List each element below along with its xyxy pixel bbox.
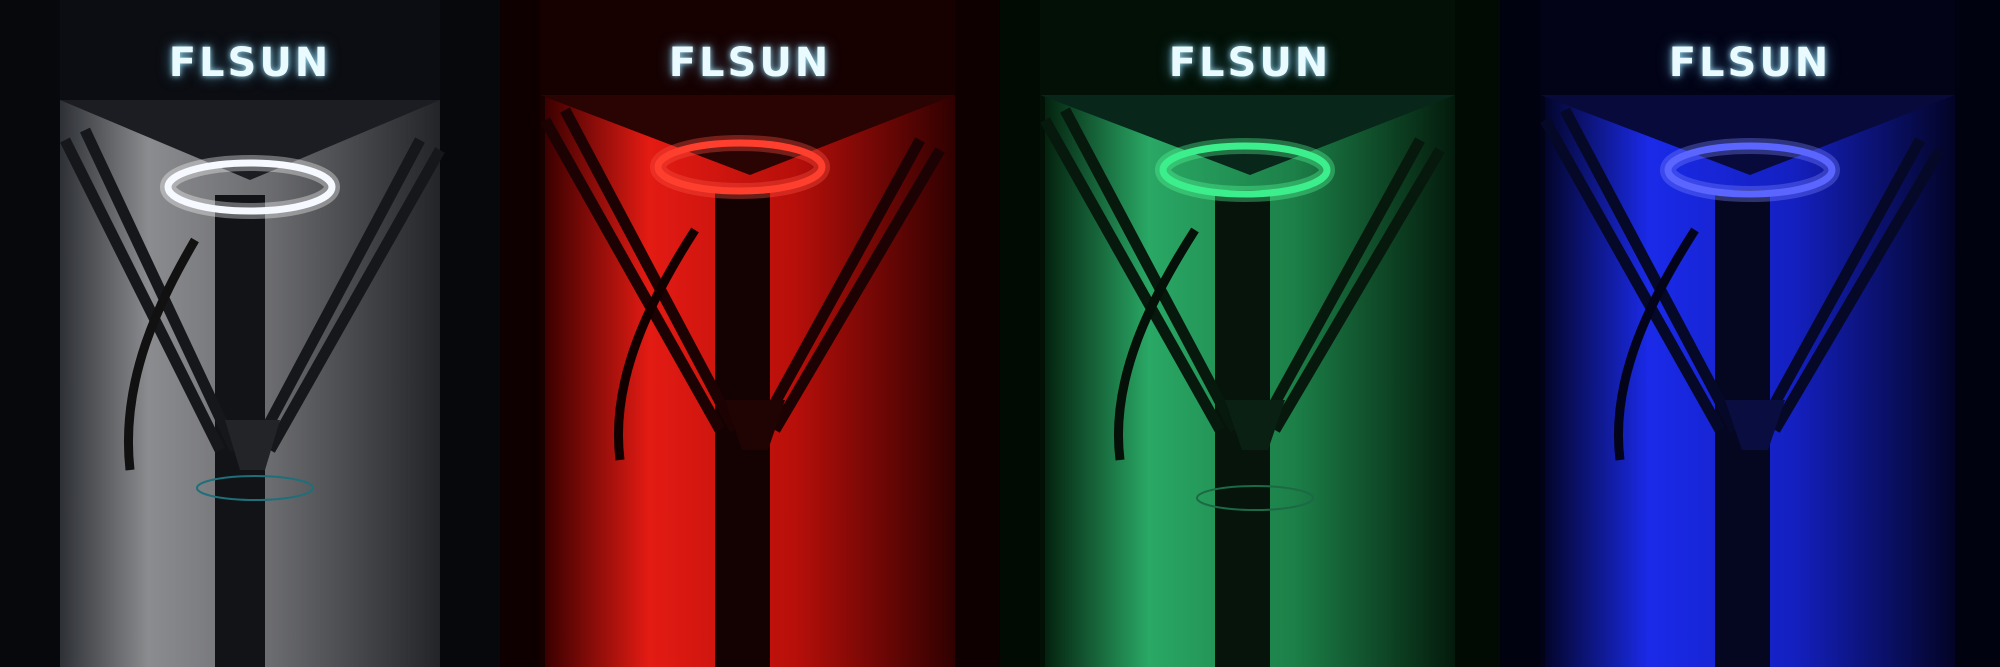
- printer-photo-green: [1000, 0, 1500, 667]
- printer-panel-red: FLSUN: [500, 0, 1000, 667]
- brand-logo-red: FLSUN: [668, 40, 832, 86]
- brand-logo-blue: FLSUN: [1668, 40, 1832, 86]
- printer-panel-white: FLSUN: [0, 0, 500, 667]
- printer-panel-blue: FLSUN: [1500, 0, 2000, 667]
- brand-logo-white: FLSUN: [168, 40, 332, 86]
- printer-photo-white: [0, 0, 500, 667]
- printer-panel-green: FLSUN: [1000, 0, 1500, 667]
- printer-photo-blue: [1500, 0, 2000, 667]
- brand-logo-green: FLSUN: [1168, 40, 1332, 86]
- printer-photo-red: [500, 0, 1000, 667]
